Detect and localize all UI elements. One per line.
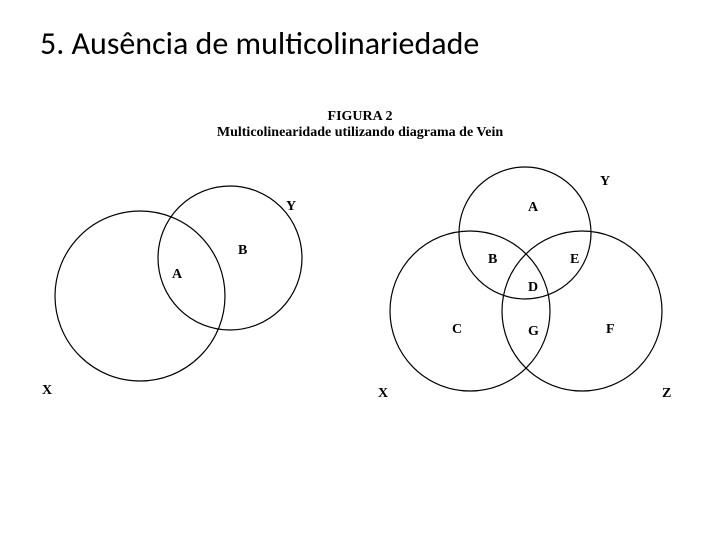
figure-number: FIGURA 2 — [0, 109, 720, 125]
venn-right-label-x: X — [378, 386, 388, 401]
venn-right-region-a: A — [528, 200, 539, 215]
venn-left-region-b: B — [238, 243, 247, 258]
venn-left-label-y: Y — [286, 199, 296, 214]
figure-caption: Multicolinearidade utilizando diagrama d… — [0, 125, 720, 141]
venn-right-region-g: G — [528, 324, 539, 339]
venn-right-region-e: E — [570, 252, 579, 267]
venn-right-circle-x — [390, 231, 550, 391]
diagrams-container: X Y A B Y X Z A B E D C G F — [0, 151, 720, 421]
venn-right-label-y: Y — [600, 174, 610, 189]
venn-right-circle-y — [459, 167, 591, 299]
venn-left-region-a: A — [172, 267, 183, 282]
venn-diagram-right: Y X Z A B E D C G F — [360, 151, 690, 421]
venn-diagram-left: X Y A B — [30, 156, 340, 416]
venn-left-circle-x — [55, 211, 225, 381]
venn-right-region-b: B — [488, 252, 497, 267]
venn-right-region-d: D — [528, 280, 538, 295]
figure-header: FIGURA 2 Multicolinearidade utilizando d… — [0, 109, 720, 141]
venn-right-region-f: F — [606, 322, 615, 337]
venn-left-label-x: X — [42, 383, 52, 398]
page-title: 5. Ausência de multicolinariedade — [0, 0, 720, 63]
venn-left-circle-y — [158, 186, 302, 330]
venn-right-circle-z — [502, 231, 662, 391]
venn-right-region-c: C — [452, 322, 462, 337]
venn-right-label-z: Z — [662, 386, 671, 401]
